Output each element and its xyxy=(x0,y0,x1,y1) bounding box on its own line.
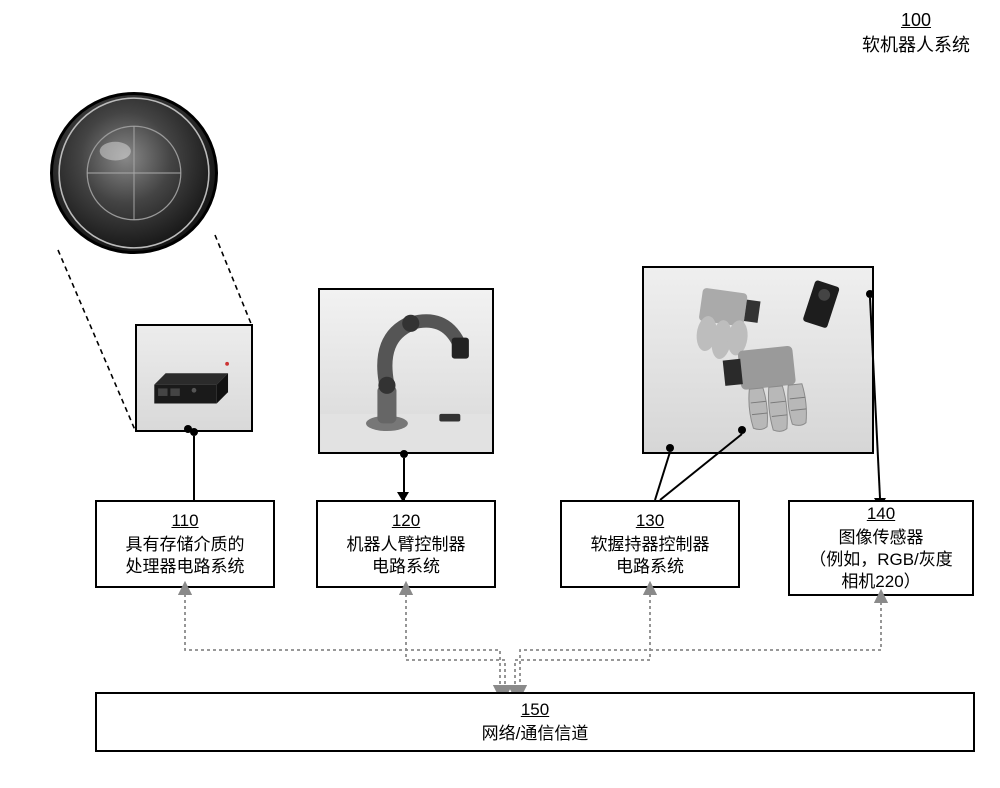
processor-image-frame xyxy=(135,324,253,432)
processor-label-1: 具有存储介质的 xyxy=(126,534,245,556)
sensor-label-3: 相机220） xyxy=(841,571,920,593)
diagram-canvas: 100 软机器人系统 xyxy=(0,0,1000,788)
sensor-label-1: 图像传感器 xyxy=(839,527,924,549)
arm-number: 120 xyxy=(392,510,420,532)
network-number: 150 xyxy=(521,699,549,721)
arm-image-frame xyxy=(318,288,494,454)
connector-dot2 xyxy=(184,425,192,433)
processor-label-2: 处理器电路系统 xyxy=(126,556,245,578)
arm-label-1: 机器人臂控制器 xyxy=(347,534,466,556)
sensor-label-2: （例如，RGB/灰度 xyxy=(809,549,953,571)
connector-line xyxy=(193,436,195,500)
system-title: 100 软机器人系统 xyxy=(862,10,970,57)
connector-dot xyxy=(400,450,408,458)
fisheye-lens-icon xyxy=(53,95,215,251)
network-label: 网络/通信信道 xyxy=(482,723,589,745)
system-name: 软机器人系统 xyxy=(862,31,970,57)
sensor-connector xyxy=(780,270,980,510)
sensor-number: 140 xyxy=(867,503,895,525)
gripper-controller-box: 130 软握持器控制器 电路系统 xyxy=(560,500,740,588)
network-box: 150 网络/通信信道 xyxy=(95,692,975,752)
system-number: 100 xyxy=(862,10,970,31)
processor-module-icon xyxy=(137,326,251,430)
lens-image-frame xyxy=(50,92,218,254)
processor-number: 110 xyxy=(171,510,198,532)
gripper-label-1: 软握持器控制器 xyxy=(591,534,710,556)
gripper-label-2: 电路系统 xyxy=(616,556,684,578)
image-sensor-box: 140 图像传感器 （例如，RGB/灰度 相机220） xyxy=(788,500,974,596)
robot-arm-icon xyxy=(320,290,492,452)
arm-controller-box: 120 机器人臂控制器 电路系统 xyxy=(316,500,496,588)
gripper-connectors xyxy=(560,420,780,510)
gripper-number: 130 xyxy=(636,510,664,532)
processor-box: 110 具有存储介质的 处理器电路系统 xyxy=(95,500,275,588)
arm-label-2: 电路系统 xyxy=(372,556,440,578)
